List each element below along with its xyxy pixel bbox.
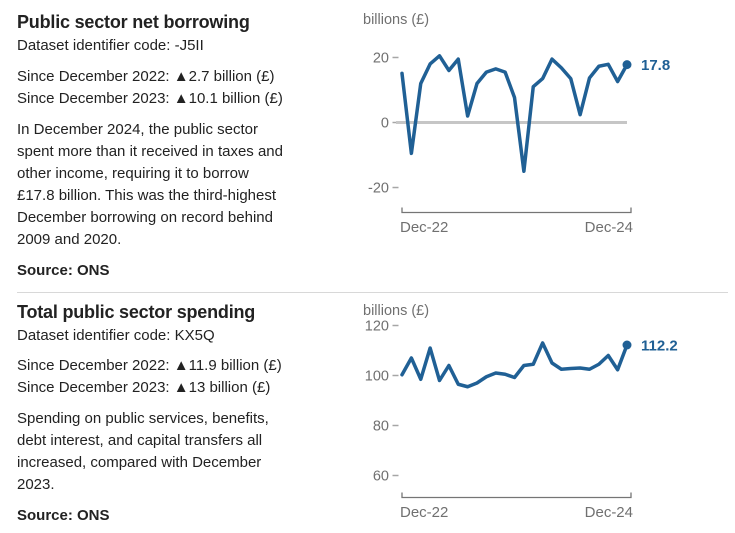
section-title: Total public sector spending: [17, 302, 256, 322]
total-spending-text-column: Total public sector spending Dataset ide…: [17, 293, 355, 533]
y-tick-label: 120: [365, 319, 389, 335]
net-borrowing-line-chart: billions (£) 20 0 -20 Dec-22 Dec-24 17.8: [363, 12, 670, 236]
x-tick-label-start: Dec-22: [400, 219, 448, 236]
stat-since-dec-2022: Since December 2022: ▲2.7 billion (£): [17, 68, 275, 85]
y-tick-label: 100: [365, 369, 389, 385]
dataset-identifier: Dataset identifier code: KX5Q: [17, 327, 215, 344]
stat-since-dec-2023: Since December 2023: ▲13 billion (£): [17, 379, 271, 396]
net-borrowing-chart-column: billions (£) 20 0 -20 Dec-22 Dec-24 17.8: [355, 0, 735, 292]
stat-since-dec-2023: Since December 2023: ▲10.1 billion (£): [17, 90, 283, 107]
y-tick-label: 60: [373, 469, 389, 485]
unit-label: billions (£): [363, 303, 429, 319]
source-label: Source: ONS: [17, 262, 110, 279]
section-total-spending: Total public sector spending Dataset ide…: [0, 293, 735, 533]
section-title: Public sector net borrowing: [17, 12, 250, 32]
latest-value-label: 17.8: [641, 57, 670, 74]
x-tick-label-end: Dec-24: [585, 504, 633, 521]
change-stats: Since December 2022: ▲11.9 billion (£) S…: [17, 355, 355, 399]
x-axis: [401, 207, 632, 214]
dataset-identifier: Dataset identifier code: -J5II: [17, 37, 204, 54]
latest-point-marker: [622, 60, 632, 70]
latest-point-marker: [622, 340, 632, 350]
total-spending-line-chart: billions (£)120 100 80 60 Dec-22 Dec-24 112.2: [363, 303, 678, 521]
source-label: Source: ONS: [17, 507, 110, 524]
section-description: In December 2024, the public sector spen…: [17, 121, 283, 248]
section-divider: [17, 292, 728, 293]
y-tick-label: 80: [373, 419, 389, 435]
change-stats: Since December 2022: ▲2.7 billion (£) Si…: [17, 66, 355, 110]
latest-value-label: 112.2: [641, 338, 678, 355]
data-line: [400, 54, 629, 174]
net-borrowing-text-column: Public sector net borrowing Dataset iden…: [17, 0, 355, 292]
x-tick-label-start: Dec-22: [400, 504, 448, 521]
section-description: Spending on public services, benefits, d…: [17, 410, 269, 493]
stat-since-dec-2022: Since December 2022: ▲11.9 billion (£): [17, 357, 282, 374]
x-axis: [401, 492, 632, 499]
total-spending-chart-column: billions (£) 120 100 80 60 Dec-22 Dec-24 112.2: [355, 293, 735, 533]
y-tick-label: 20: [373, 50, 389, 66]
unit-label: billions (£): [363, 12, 429, 28]
section-net-borrowing: Public sector net borrowing Dataset iden…: [17, 0, 735, 292]
x-tick-label-end: Dec-24: [585, 219, 633, 236]
data-line: [400, 341, 629, 389]
y-tick-label: 0: [381, 116, 389, 132]
y-tick-label: -20: [368, 181, 389, 197]
